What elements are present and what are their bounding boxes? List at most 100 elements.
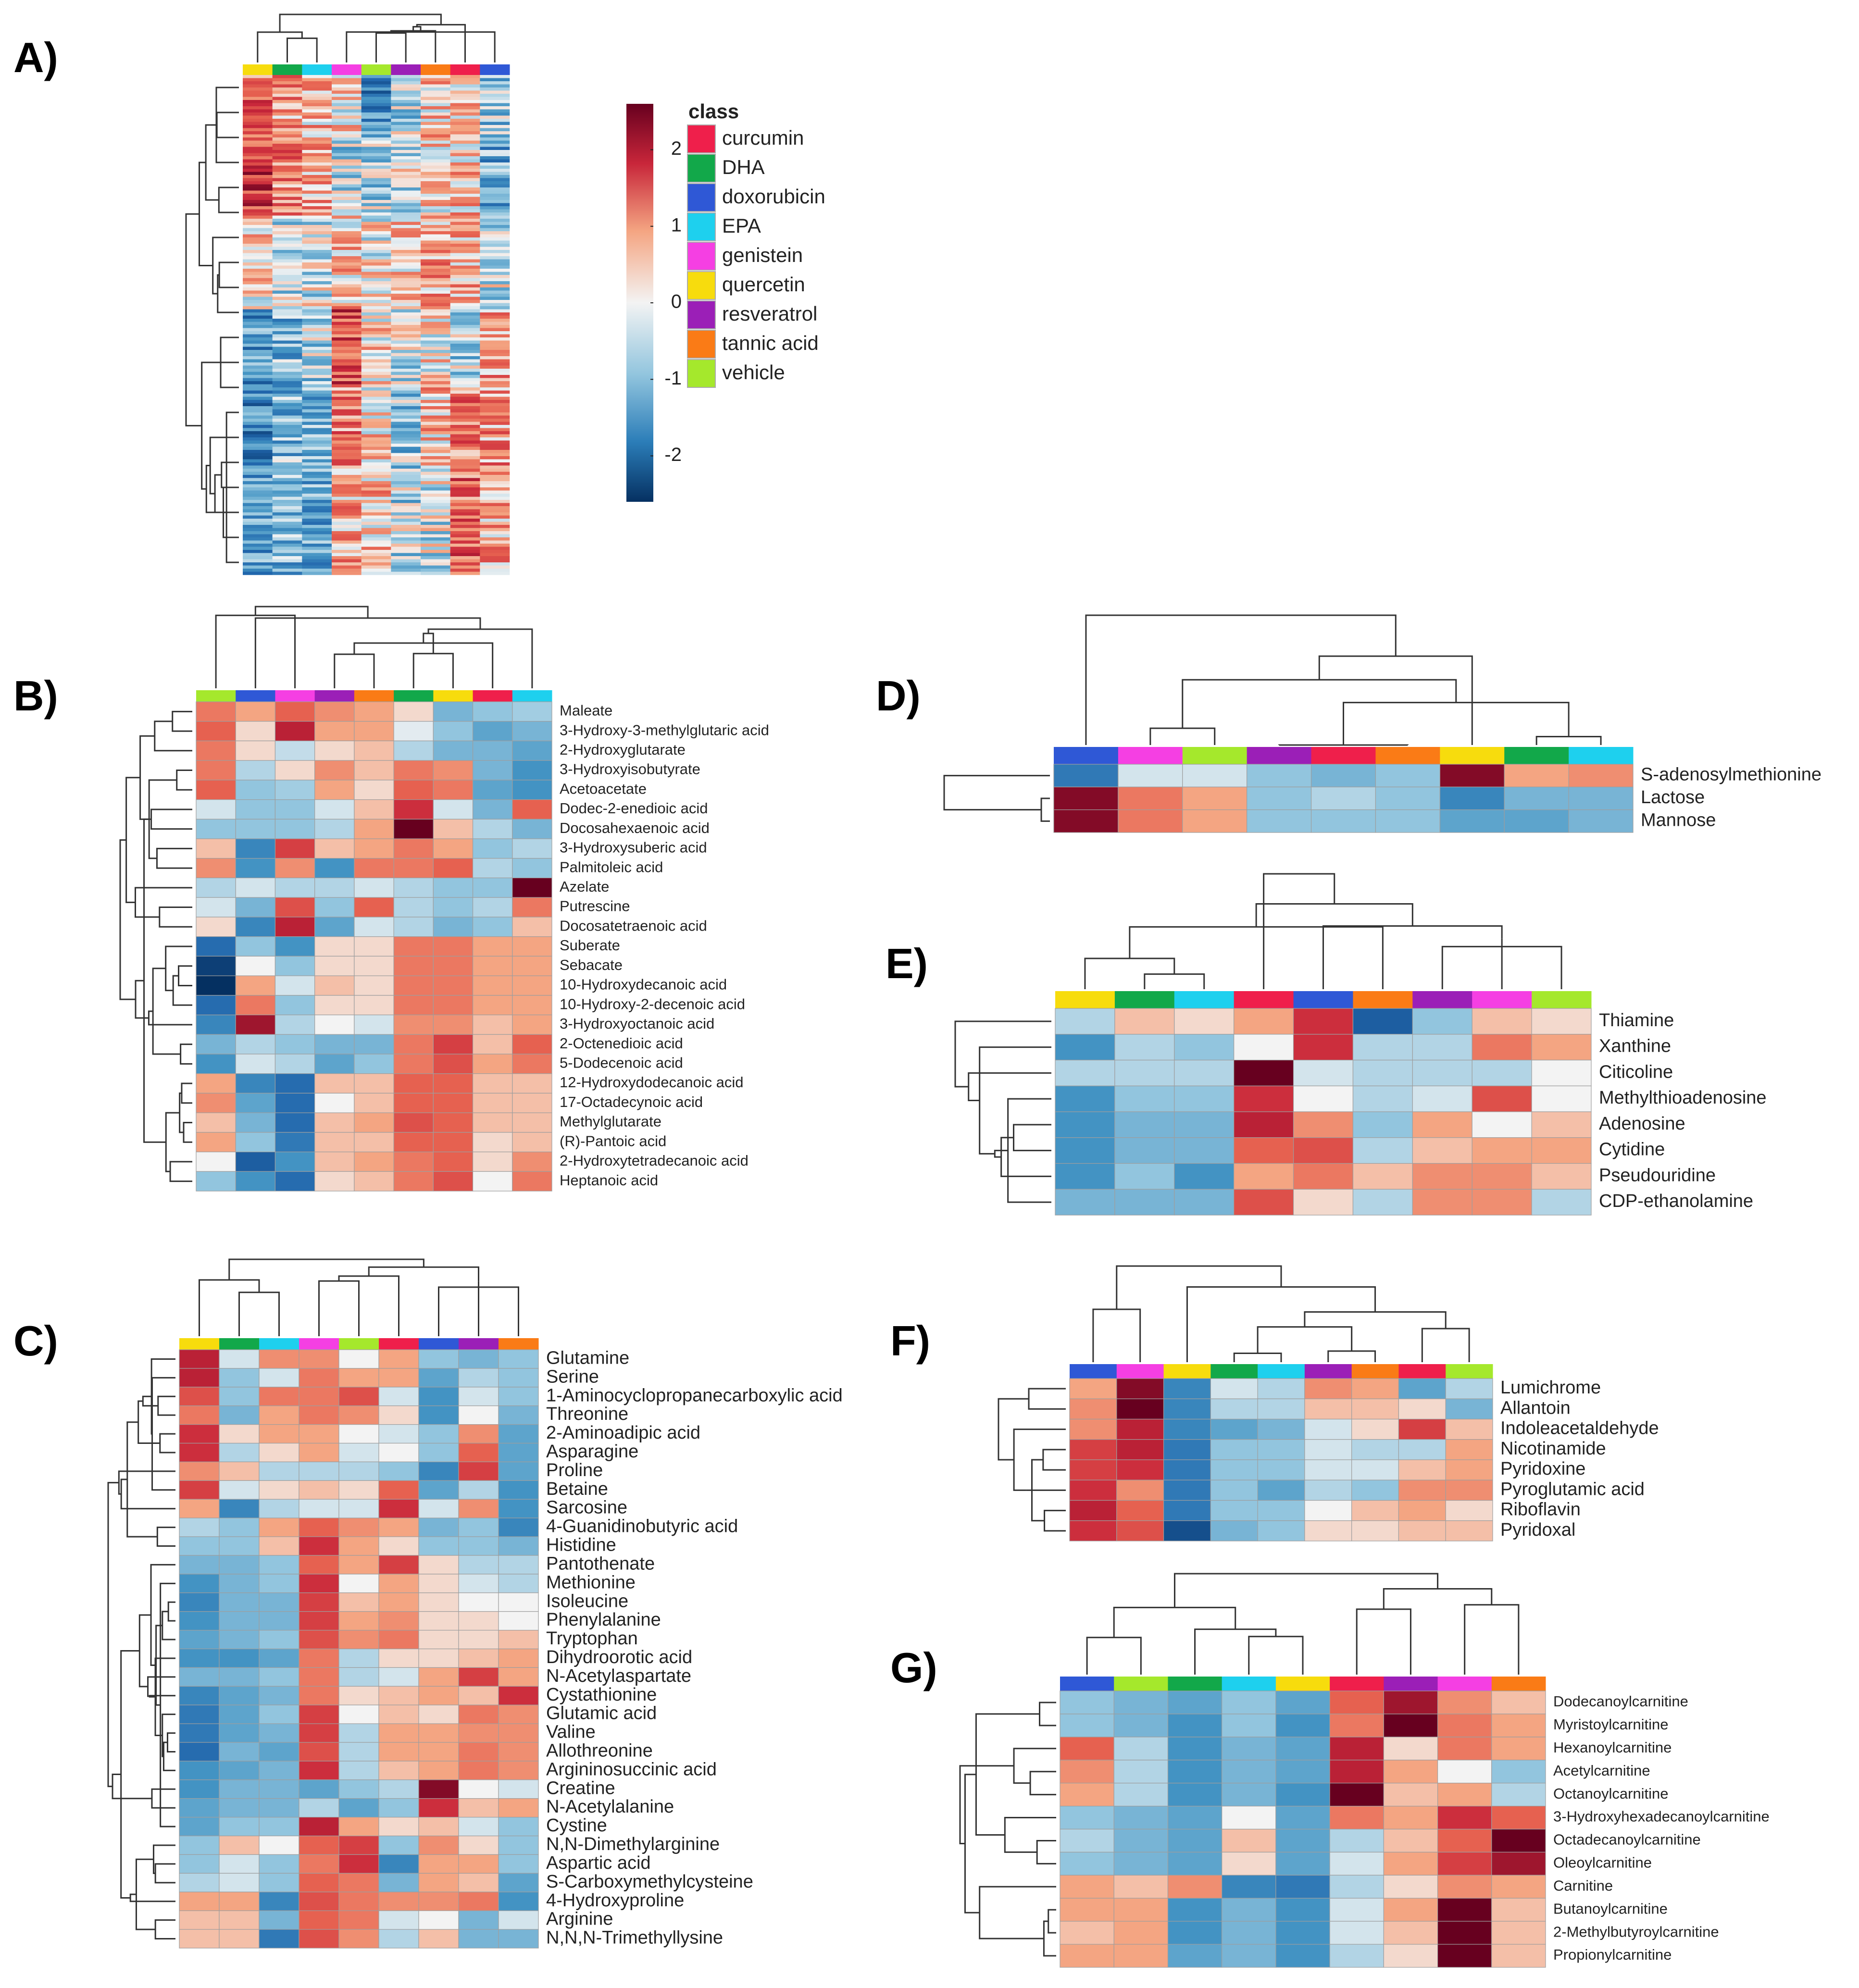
heatmap-cell	[391, 547, 421, 550]
heatmap-cell	[299, 1891, 339, 1911]
heatmap-cell	[458, 1779, 499, 1799]
heatmap-cell	[480, 547, 510, 550]
heatmap-cell	[421, 475, 450, 478]
heatmap-cell	[272, 540, 302, 544]
heatmap-cell	[243, 147, 273, 150]
heatmap-cell	[272, 197, 302, 200]
heatmap-cell	[272, 175, 302, 178]
heatmap-cell	[1163, 1418, 1211, 1440]
row-label: N-Acetylaspartate	[546, 1666, 691, 1686]
heatmap-cell	[480, 250, 510, 253]
heatmap-cell	[391, 197, 421, 200]
dendrogram-link	[199, 1279, 260, 1336]
heatmap-cell	[219, 1629, 260, 1650]
heatmap-cell	[391, 309, 421, 313]
heatmap-cell	[219, 1817, 260, 1837]
heatmap-cell	[302, 369, 332, 372]
heatmap-cell	[332, 240, 362, 244]
row-label: Dihydroorotic acid	[546, 1647, 692, 1667]
heatmap-cell	[179, 1686, 220, 1705]
heatmap-cell	[361, 206, 391, 210]
heatmap-cell	[480, 84, 510, 88]
legend-item: curcumin	[722, 126, 804, 149]
heatmap-cell	[361, 487, 391, 491]
heatmap-cell	[1472, 1085, 1532, 1112]
heatmap-cell	[243, 312, 273, 316]
heatmap-cell	[1439, 764, 1505, 787]
heatmap-cell	[421, 340, 450, 344]
dendrogram-link	[185, 213, 202, 427]
heatmap-cell	[272, 544, 302, 547]
heatmap-cell	[332, 269, 362, 272]
heatmap-cell	[1310, 809, 1376, 833]
heatmap-cell	[1383, 1805, 1438, 1830]
heatmap-cell	[1568, 809, 1634, 833]
dendrogram-link	[159, 1433, 175, 1454]
heatmap-cell	[361, 553, 391, 557]
heatmap-cell	[361, 494, 391, 497]
heatmap-cell	[274, 760, 315, 781]
heatmap-cell	[243, 162, 273, 166]
heatmap-cell	[421, 309, 450, 313]
heatmap-cell	[391, 525, 421, 528]
dendrogram-link	[1042, 1449, 1066, 1471]
heatmap-cell	[421, 228, 450, 232]
heatmap-cell	[1491, 1851, 1546, 1876]
heatmap-cell	[512, 956, 552, 976]
heatmap-cell	[361, 331, 391, 335]
heatmap-cell	[421, 497, 450, 500]
heatmap-cell	[361, 250, 391, 253]
row-label: Methylglutarate	[560, 1113, 661, 1130]
heatmap-cell	[450, 94, 480, 97]
heatmap-cell	[391, 100, 421, 103]
heatmap-cell	[393, 1151, 434, 1172]
heatmap-cell	[332, 300, 362, 303]
heatmap-cell	[235, 975, 276, 996]
heatmap-cell	[196, 760, 236, 781]
heatmap-cell	[1304, 1520, 1352, 1541]
heatmap-cell	[235, 877, 276, 898]
heatmap-cell	[1174, 1085, 1235, 1112]
heatmap-cell	[361, 275, 391, 278]
heatmap-cell	[272, 200, 302, 203]
heatmap-cell	[1304, 1378, 1352, 1399]
heatmap-cell	[302, 337, 332, 341]
heatmap-cell	[480, 475, 510, 478]
heatmap-cell	[332, 131, 362, 135]
heatmap-cell	[1275, 1783, 1330, 1807]
heatmap-cell	[302, 75, 332, 78]
heatmap-cell	[243, 247, 273, 250]
heatmap-cell	[272, 240, 302, 244]
heatmap-cell	[391, 294, 421, 297]
heatmap-cell	[480, 347, 510, 350]
heatmap-cell	[361, 81, 391, 85]
heatmap-cell	[243, 134, 273, 138]
heatmap-cell	[302, 525, 332, 528]
heatmap-cell	[1351, 1520, 1399, 1541]
heatmap-cell	[259, 1910, 299, 1930]
legend-item: DHA	[722, 156, 765, 178]
heatmap-cell	[299, 1779, 339, 1799]
row-label: Argininosuccinic acid	[546, 1759, 717, 1779]
heatmap-cell	[243, 369, 273, 372]
heatmap-cell	[332, 431, 362, 435]
heatmap-cell	[302, 134, 332, 138]
heatmap-cell	[421, 362, 450, 366]
heatmap-cell	[421, 112, 450, 116]
heatmap-cell	[302, 250, 332, 253]
dendrogram-link	[162, 1741, 175, 1771]
heatmap-cell	[361, 375, 391, 378]
heatmap-cell	[361, 450, 391, 453]
heatmap-cell	[391, 115, 421, 119]
heatmap-cell	[480, 334, 510, 338]
heatmap-cell	[378, 1629, 419, 1650]
heatmap-cell	[450, 200, 480, 203]
heatmap-cell	[243, 459, 273, 463]
heatmap-cell	[1445, 1520, 1493, 1541]
heatmap-cell	[243, 534, 273, 538]
heatmap-cell	[378, 1536, 419, 1556]
heatmap-cell	[458, 1854, 499, 1874]
heatmap-cell	[243, 306, 273, 310]
heatmap-cell	[299, 1910, 339, 1930]
heatmap-cell	[480, 122, 510, 125]
